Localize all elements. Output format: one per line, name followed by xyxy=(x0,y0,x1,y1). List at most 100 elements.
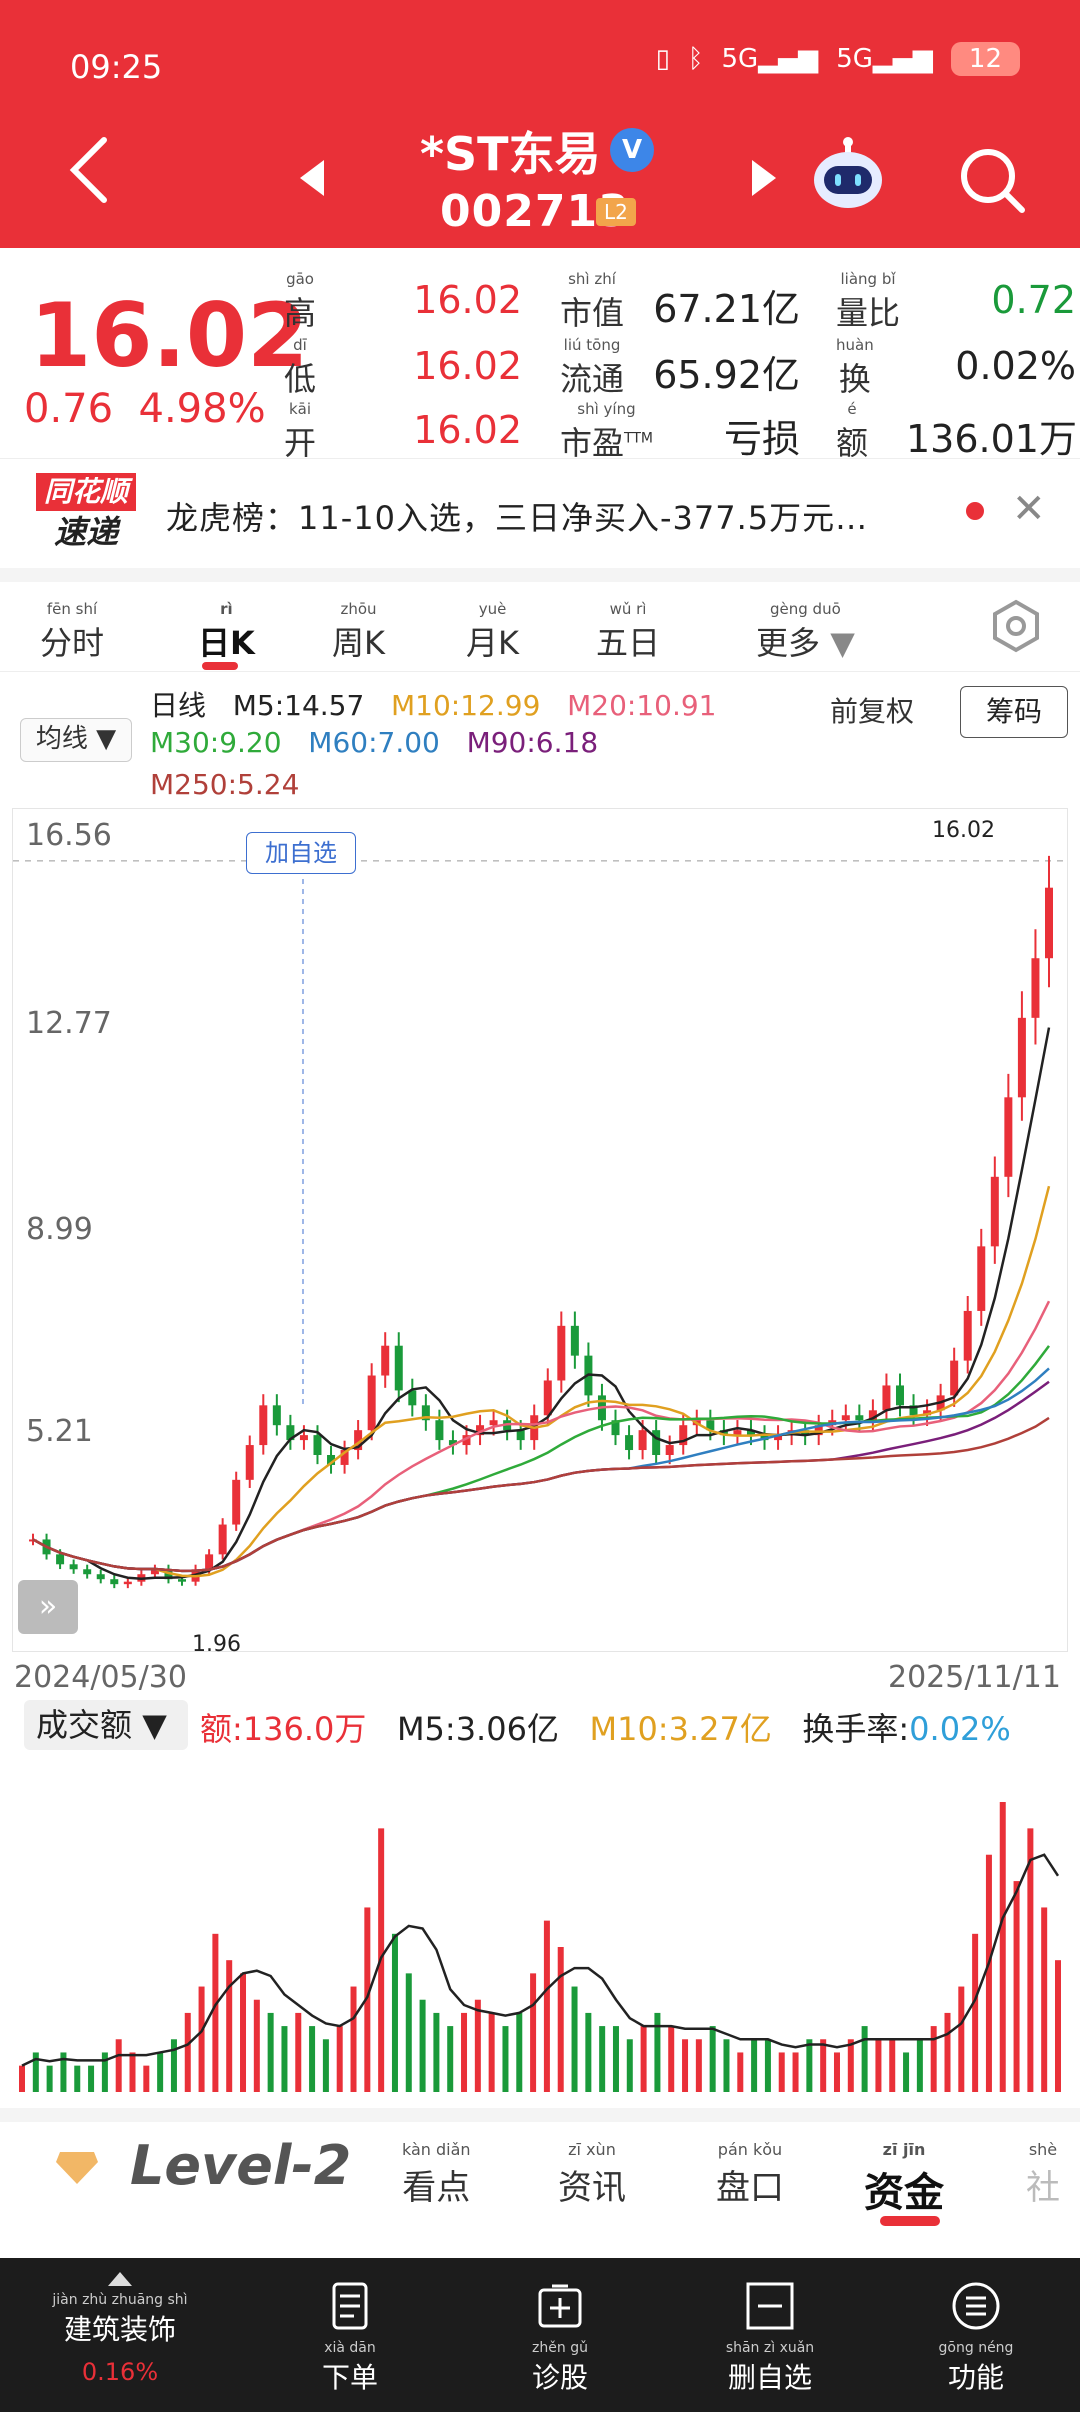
volume-bar xyxy=(281,2026,288,2092)
volume-bar xyxy=(226,1960,233,2092)
add-watchlist-marker[interactable]: 加自选 xyxy=(246,832,356,874)
settings-icon[interactable] xyxy=(988,598,1044,654)
ma-legend-row-2: M30:9.20 M60:7.00 M90:6.18 xyxy=(150,726,599,759)
footer-toolbar: jiàn zhù zhuāng shì 建筑装饰 0.16% xià dān 下… xyxy=(0,2258,1080,2412)
period-tabs: fēn shí 分时 rì 日K zhōu 周K yuè 月K wǔ rì 五日 gèng… xyxy=(0,582,1080,672)
tab-daily-k[interactable]: rì 日K xyxy=(198,600,255,662)
candle-body xyxy=(286,1425,295,1441)
news-bar[interactable]: 同花顺 速递 龙虎榜：11-10入选，三日净买入-377.5万元… xyxy=(0,458,1080,568)
candle-body xyxy=(381,1345,390,1376)
remove-watchlist-button[interactable]: shān zì xuǎn 删自选 xyxy=(710,2258,830,2412)
signal-icon-1: 5G▂▄▆ xyxy=(721,44,819,74)
tab-intraday[interactable]: fēn shí 分时 xyxy=(40,600,105,662)
candle-body xyxy=(367,1375,376,1431)
candle-body xyxy=(489,1420,498,1426)
volume-bar xyxy=(488,2012,495,2092)
status-time: 09:25 xyxy=(70,48,163,86)
tab-highlights[interactable]: kàn diǎn 看点 xyxy=(402,2140,471,2208)
volume-bar xyxy=(1013,1881,1020,2092)
quote-value-high: 16.02 xyxy=(413,278,522,322)
volume-bar xyxy=(32,2052,39,2092)
menu-button[interactable]: gōng néng 功能 xyxy=(926,2258,1026,2412)
tab-capital-flow[interactable]: zī jīn 资金 xyxy=(864,2140,944,2216)
y-tick-4: 5.21 xyxy=(26,1414,93,1449)
stock-name: *ST东易 xyxy=(420,127,601,181)
volume-bar xyxy=(668,2026,675,2092)
candle-body xyxy=(557,1325,566,1381)
tab-monthly-k[interactable]: yuè 月K xyxy=(466,600,519,662)
tab-more[interactable]: gèng duō 更多 ▼ xyxy=(756,600,855,662)
volume-bar xyxy=(944,2012,951,2092)
volume-bar xyxy=(999,1802,1006,2092)
back-icon[interactable] xyxy=(60,130,120,210)
candle-body xyxy=(706,1420,715,1431)
y-tick-3: 8.99 xyxy=(26,1212,93,1247)
volume-chart[interactable] xyxy=(12,1762,1068,2092)
vibrate-icon: ▯ xyxy=(655,44,670,74)
order-icon xyxy=(332,2282,368,2330)
volume-bar xyxy=(240,1973,247,2092)
volume-bar xyxy=(571,1986,578,2092)
volume-bar xyxy=(612,2026,619,2092)
tab-order-book[interactable]: pán kǒu 盘口 xyxy=(716,2140,784,2208)
candle-body xyxy=(516,1430,525,1441)
quote-label-pe: shì yíng 市盈TTM xyxy=(560,400,653,462)
tab-news[interactable]: zī xùn 资讯 xyxy=(558,2140,626,2208)
prev-stock-icon[interactable] xyxy=(300,160,324,196)
ma-line-m250 xyxy=(32,1416,1050,1573)
forward-adjust-button[interactable]: 前复权 xyxy=(830,695,915,728)
chip-distribution-button[interactable]: 筹码 xyxy=(960,686,1068,738)
volume-bar xyxy=(143,2065,150,2092)
candle-body xyxy=(774,1435,783,1441)
volume-bar xyxy=(253,1999,260,2092)
volume-bar xyxy=(474,1999,481,2092)
robot-assistant-icon[interactable] xyxy=(808,134,888,214)
tab-community[interactable]: shè 社 xyxy=(1026,2140,1060,2208)
arrow-up-icon xyxy=(108,2272,132,2286)
level2-title[interactable]: Level-2 xyxy=(130,2134,352,2197)
volume-bar xyxy=(930,2026,937,2092)
bluetooth-icon: ᛒ xyxy=(687,44,704,74)
expand-left-icon[interactable]: » xyxy=(18,1580,78,1634)
quote-value-turnover: 0.02% xyxy=(955,344,1076,388)
volume-bar xyxy=(502,2026,509,2092)
ma-legend-row-3: M250:5.24 xyxy=(150,768,300,801)
close-icon[interactable]: ✕ xyxy=(1012,486,1046,532)
volume-ma5-line xyxy=(21,1853,1060,2067)
candle-body xyxy=(611,1420,620,1436)
volume-bar xyxy=(585,2012,592,2092)
ths-flash-logo: 同花顺 速递 xyxy=(36,473,136,553)
volume-select-dropdown[interactable]: 成交额 ▼ xyxy=(24,1700,188,1750)
candle-body xyxy=(421,1405,430,1421)
volume-bar xyxy=(889,2039,896,2092)
search-icon[interactable] xyxy=(956,144,1028,216)
ma-line-m90 xyxy=(32,1380,1050,1573)
candle-body xyxy=(476,1425,485,1436)
candle-body xyxy=(408,1390,417,1406)
tab-weekly-k[interactable]: zhōu 周K xyxy=(332,600,385,662)
volume-bar xyxy=(599,2026,606,2092)
ma-line-m30 xyxy=(32,1345,1051,1573)
sector-button[interactable]: jiàn zhù zhuāng shì 建筑装饰 0.16% xyxy=(40,2258,200,2412)
kline-chart[interactable] xyxy=(12,808,1069,1652)
volume-bar xyxy=(364,1907,371,2092)
news-headline[interactable]: 龙虎榜：11-10入选，三日净买入-377.5万元… xyxy=(166,499,869,537)
volume-bar xyxy=(157,2052,164,2092)
candle-body xyxy=(272,1405,281,1426)
candle-body xyxy=(1017,1017,1026,1098)
diagnose-button[interactable]: zhěn gǔ 诊股 xyxy=(510,2258,610,2412)
volume-bar xyxy=(530,1973,537,2092)
last-price: 16.02 xyxy=(30,284,309,387)
candle-body xyxy=(814,1425,823,1436)
active-bottom-tab-indicator xyxy=(880,2216,940,2226)
candle-body xyxy=(882,1385,891,1411)
candle-body xyxy=(245,1445,254,1480)
order-button[interactable]: xià dān 下单 xyxy=(300,2258,400,2412)
tab-five-day[interactable]: wǔ rì 五日 xyxy=(596,600,661,662)
next-stock-icon[interactable] xyxy=(752,160,776,196)
quote-value-amount: 136.01万 xyxy=(906,417,1076,461)
volume-bar xyxy=(737,2052,744,2092)
volume-bar xyxy=(764,2039,771,2092)
ma-select-dropdown[interactable]: 均线 ▼ xyxy=(20,718,132,762)
